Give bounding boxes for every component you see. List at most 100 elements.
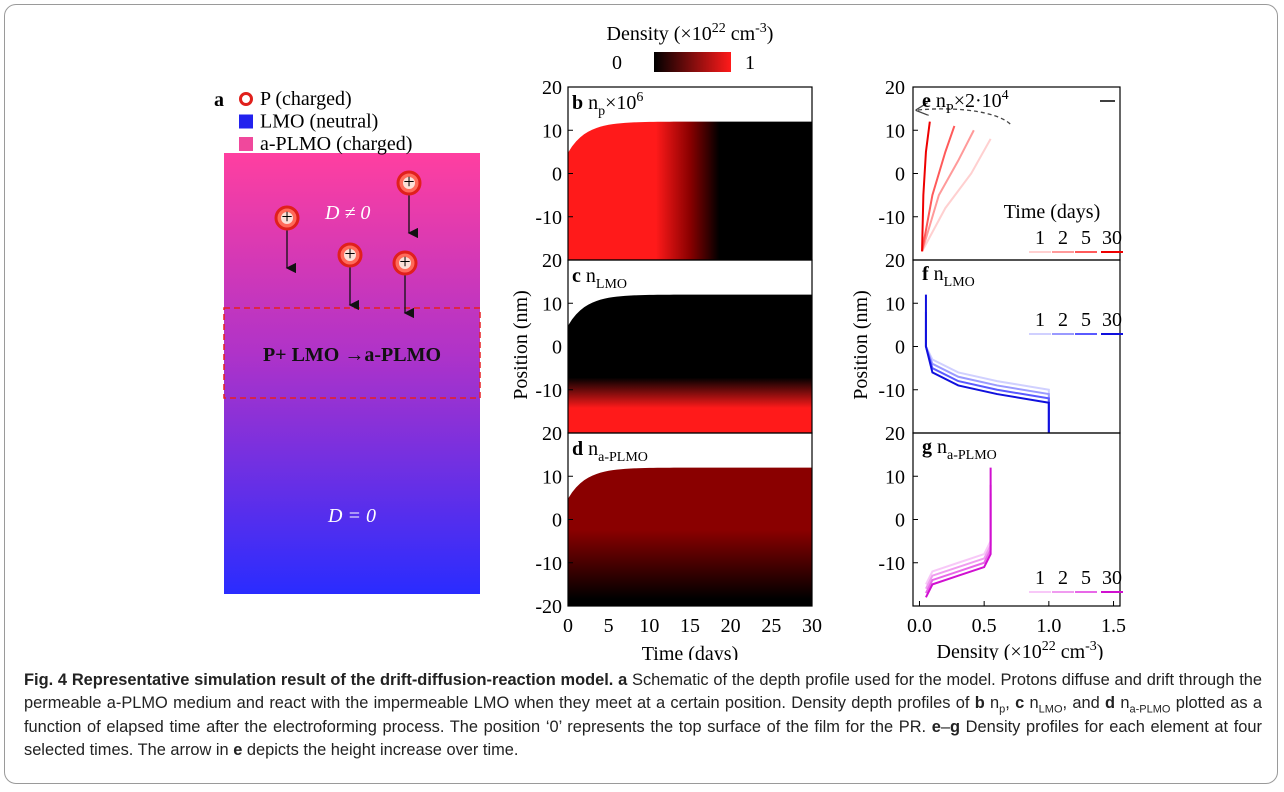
caption-text: – [940,717,951,736]
y-tick-label: 20 [542,77,562,99]
rich-text: d na-PLMO [572,438,648,465]
legend-label: LMO (neutral) [260,111,378,133]
caption-text: Schematic of the depth profile used for … [24,671,1262,713]
proton-sign: + [399,251,410,273]
text-part: P [946,102,954,117]
colorbar-min: 0 [612,52,622,74]
proton-core [281,212,293,224]
legend-label: 30 [1102,567,1122,589]
rich-text: b np×106 [572,90,643,119]
y-tick-label: 20 [885,250,905,272]
proton-sign: + [344,243,355,265]
proton-core [344,249,356,261]
proton-core [403,177,415,189]
text-part: n [931,90,946,112]
caption-text: e [233,741,243,760]
legend-label: 1 [1035,309,1045,331]
legend-label: 2 [1058,309,1068,331]
legend-label: 5 [1081,309,1091,331]
y-tick-label: -10 [878,207,905,229]
profile-line [925,467,992,598]
caption-text: , [1005,694,1016,713]
rich-text: e nP×2·104 [922,88,1009,117]
reaction-label: P+ LMO →a-PLMO [263,344,441,366]
y-tick-label: 10 [885,466,905,488]
caption-text: p [999,703,1006,716]
x-tick-label: 20 [721,615,741,637]
legend-label: 1 [1035,227,1045,249]
legend-label: 1 [1035,567,1045,589]
density-map [568,294,812,433]
profile-line [921,125,956,252]
x-tick-label: 10 [639,615,659,637]
x-tick-label: 5 [604,615,614,637]
text-part: e [922,90,931,112]
x-tick-label: 25 [761,615,781,637]
text-part: cm [1056,641,1086,660]
profile-line [921,129,975,252]
legend-title: Time (days) [1004,201,1100,223]
text-part: g [922,436,932,458]
caption-text: LMO [1038,703,1063,716]
text-part: n [581,265,596,287]
y-tick-label: 10 [885,293,905,315]
profile-line [924,329,1050,433]
legend-label: 5 [1081,227,1091,249]
y-tick-label: -10 [535,553,562,575]
proton-core [399,257,411,269]
text-part: n [583,92,598,114]
profile-line [921,121,931,252]
height-arrow [918,109,1013,127]
x-tick-label: 1.0 [1036,615,1061,637]
x-tick-label: 30 [802,615,822,637]
text-part: n [932,436,947,458]
text-part: b [572,92,583,114]
text-part: p [598,104,605,119]
y-tick-label: 20 [885,77,905,99]
caption-text: a [618,671,628,689]
profile-line [925,493,992,590]
caption-text: e [931,717,941,736]
y-tick-label: 0 [895,164,905,186]
rich-text: f nLMO [922,263,975,290]
text-part: -3 [755,21,767,36]
legend-icon [239,114,253,129]
text-part: Density (×10 [937,641,1042,660]
text-part: a-PLMO [947,448,997,463]
legend-icon [239,92,253,106]
x-tick-label: 0 [563,615,573,637]
profile-line [924,320,1050,433]
region-label: D = 0 [327,505,376,527]
x-tick-label: 0.0 [907,615,932,637]
caption-text: plotted as a function of elapsed time af… [24,694,1262,736]
y-tick-label: 20 [885,423,905,445]
rich-text: c nLMO [572,265,627,292]
y-tick-label: 0 [552,510,562,532]
caption-text: depicts the height increase over time. [242,741,519,760]
text-part: 6 [636,90,643,105]
caption-text: n [1115,694,1130,713]
legend-label: P (charged) [260,88,352,110]
text-part: 22 [1042,639,1056,654]
y-tick-label: -10 [878,553,905,575]
x-tick-label: 0.5 [972,615,997,637]
text-part: cm [726,23,756,45]
rich-text: Density (×1022 cm-3) [607,21,774,45]
caption-text: Density profiles for each element at fou… [24,717,1263,760]
y-tick-label: -10 [535,380,562,402]
rich-text: g na-PLMO [922,436,997,463]
proton-sign: + [403,171,414,193]
text-part: n [583,438,598,460]
y-tick-label: 20 [542,423,562,445]
colorbar [654,52,731,72]
y-tick-label: 0 [552,337,562,359]
caption-text: a-PLMO [1129,703,1171,716]
figure: a D ≠ 0 P+ LMO →a-PLMO D = 0 P (charged)… [214,21,1126,660]
legend-label: 5 [1081,567,1091,589]
y-tick-label: 20 [542,250,562,272]
y-tick-label: 10 [885,120,905,142]
caption-text: , and [1062,694,1106,713]
profile-line [925,484,992,594]
y-tick-label: 10 [542,293,562,315]
panel-label: a [214,89,224,111]
